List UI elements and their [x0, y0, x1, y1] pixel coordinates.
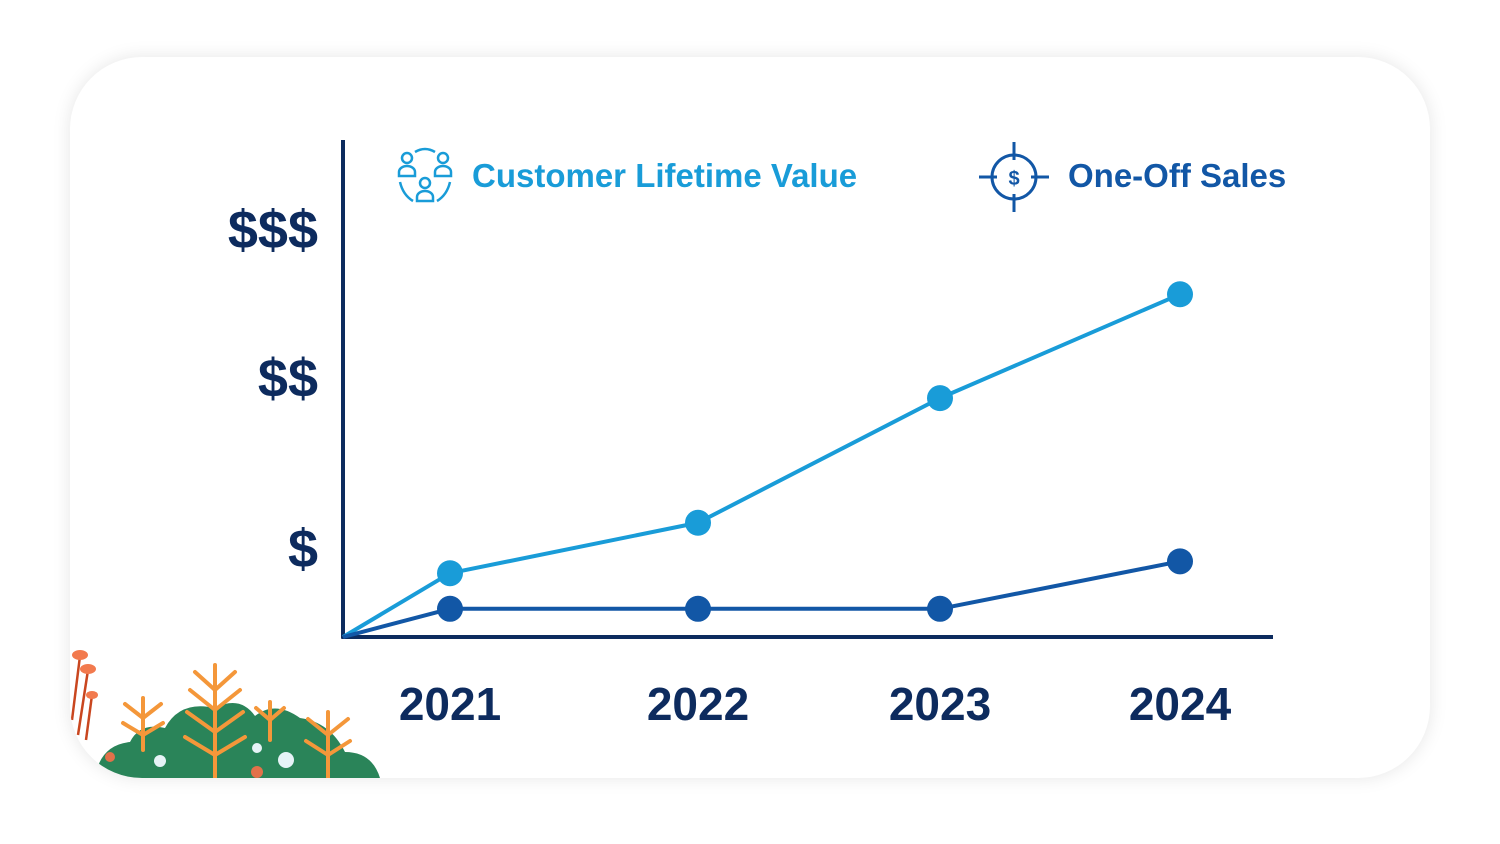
- data-point: [437, 595, 463, 622]
- person-head: [400, 151, 414, 165]
- network-arcs: [398, 147, 452, 203]
- dollar-target-icon: $: [979, 142, 1049, 212]
- data-point: [1167, 281, 1193, 308]
- person-body: [397, 164, 417, 178]
- people-network-icon: [397, 147, 453, 203]
- legend-label: One-Off Sales: [1068, 157, 1286, 194]
- x-tick-label: 2021: [399, 678, 501, 730]
- person-head: [418, 176, 432, 190]
- data-point: [1167, 548, 1193, 575]
- y-tick-label: $$$: [228, 200, 318, 260]
- legend-item-clv: Customer Lifetime Value: [397, 147, 857, 203]
- data-point: [437, 560, 463, 587]
- person-head: [436, 151, 450, 165]
- legend-label: Customer Lifetime Value: [472, 157, 857, 194]
- chart-card: [70, 57, 1430, 778]
- data-point: [927, 385, 953, 412]
- data-point: [927, 595, 953, 622]
- data-point: [685, 509, 711, 536]
- data-point: [685, 595, 711, 622]
- plant-decoration: [70, 650, 380, 778]
- y-tick-label: $$: [258, 348, 318, 408]
- person-body: [433, 164, 453, 178]
- x-tick-label: 2024: [1129, 678, 1232, 730]
- y-tick-label: $: [288, 519, 318, 579]
- x-tick-label: 2022: [647, 678, 749, 730]
- person-body: [415, 189, 435, 203]
- x-tick-label: 2023: [889, 678, 991, 730]
- target-crosshair: [979, 142, 1049, 212]
- legend-item-one-off: $ One-Off Sales: [979, 142, 1286, 212]
- series-line-1: [342, 559, 1181, 639]
- dollar-sign: $: [1008, 168, 1019, 190]
